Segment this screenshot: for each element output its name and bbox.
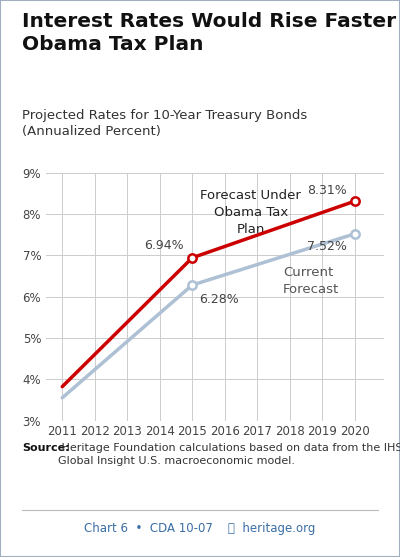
- Text: Projected Rates for 10-Year Treasury Bonds
(Annualized Percent): Projected Rates for 10-Year Treasury Bon…: [22, 109, 307, 138]
- Text: Forecast Under
Obama Tax
Plan: Forecast Under Obama Tax Plan: [200, 189, 301, 236]
- Text: 6.94%: 6.94%: [144, 239, 184, 252]
- Text: 7.52%: 7.52%: [307, 240, 347, 252]
- Text: Source:: Source:: [22, 443, 70, 453]
- Text: 8.31%: 8.31%: [307, 184, 347, 197]
- Text: Current
Forecast: Current Forecast: [283, 266, 340, 296]
- Text: 6.28%: 6.28%: [199, 294, 238, 306]
- Text: Interest Rates Would Rise Faster Under
Obama Tax Plan: Interest Rates Would Rise Faster Under O…: [22, 12, 400, 54]
- Text: Chart 6  •  CDA 10-07    📞  heritage.org: Chart 6 • CDA 10-07 📞 heritage.org: [84, 522, 316, 535]
- Text: Heritage Foundation calculations based on data from the IHS
Global Insight U.S. : Heritage Foundation calculations based o…: [58, 443, 400, 466]
